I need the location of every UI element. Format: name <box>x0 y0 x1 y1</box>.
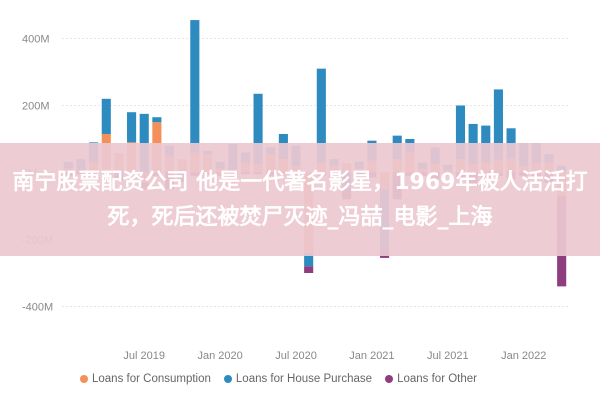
bar-segment <box>190 20 200 153</box>
y-tick-label: 200M <box>22 101 50 113</box>
legend-label-house-purchase: Loans for House Purchase <box>235 373 373 385</box>
legend-marker-other <box>385 375 394 383</box>
legend-label-other: Loans for Other <box>397 373 477 385</box>
bar-segment <box>253 93 263 165</box>
legend-label-consumption: Loans for Consumption <box>92 373 211 385</box>
bar-segment <box>152 117 162 123</box>
y-tick-label: 400M <box>22 34 50 46</box>
bar-segment <box>101 98 111 134</box>
x-tick-label: Jul 2020 <box>275 350 317 362</box>
banner-text: 南宁股票配资公司 他是一代著名影星，1969年被人活活打死，死后还被焚尸灭迹_冯… <box>12 169 588 230</box>
x-tick-label: Jan 2020 <box>197 350 242 362</box>
x-tick-label: Jan 2022 <box>501 350 546 362</box>
bar-segment <box>316 68 326 163</box>
x-tick-label: Jul 2021 <box>427 350 469 362</box>
bar-segment <box>304 266 314 273</box>
bar-segment <box>493 89 503 160</box>
legend-marker-house-purchase <box>223 375 232 383</box>
bar-segment <box>127 112 137 143</box>
bar-segment <box>304 252 314 267</box>
bar-segment <box>455 105 466 160</box>
x-tick-label: Jul 2019 <box>123 350 165 362</box>
legend-item-consumption: Loans for Consumption <box>80 373 211 385</box>
legend-marker-consumption <box>80 375 88 383</box>
y-tick-label: -400M <box>22 302 53 314</box>
chart-legend: Loans for Consumption Loans for House Pu… <box>80 373 477 385</box>
overlay-banner: 南宁股票配资公司 他是一代著名影星，1969年被人活活打死，死后还被焚尸灭迹_冯… <box>0 143 600 256</box>
legend-item-other: Loans for Other <box>385 373 477 385</box>
x-tick-label: Jan 2021 <box>349 350 394 362</box>
legend-item-house-purchase: Loans for House Purchase <box>223 373 373 385</box>
x-axis-labels: Jul 2019 Jan 2020 Jul 2020 Jan 2021 Jul 2021… <box>123 350 546 362</box>
